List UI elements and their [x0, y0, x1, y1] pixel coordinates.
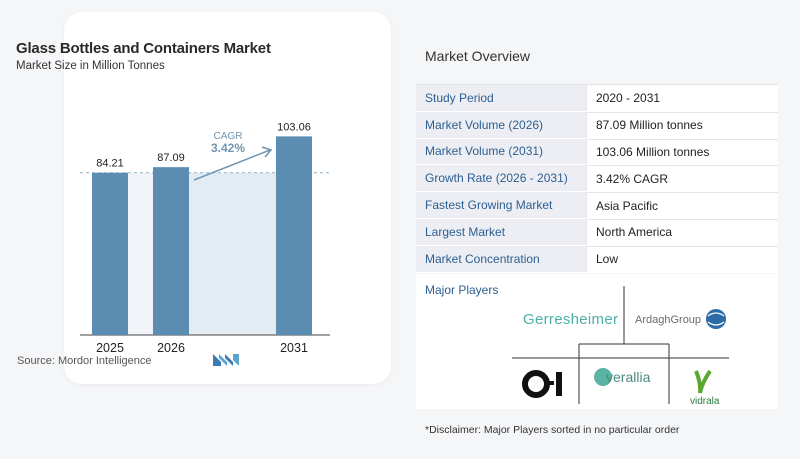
mordor-intelligence-logo-icon	[213, 354, 239, 366]
chart-subtitle: Market Size in Million Tonnes	[16, 60, 165, 72]
overview-key: Market Volume (2031)	[416, 138, 586, 165]
overview-row: Market Volume (2026) 87.09 Million tonnes	[416, 111, 778, 139]
cagr-value: 3.42%	[211, 141, 245, 155]
disclaimer-text: *Disclaimer: Major Players sorted in no …	[425, 424, 680, 436]
bar-2031	[276, 136, 312, 335]
ardagh-globe-icon	[706, 309, 726, 329]
overview-row: Market Volume (2031) 103.06 Million tonne…	[416, 138, 778, 166]
historic-area	[128, 172, 153, 335]
bar-2026	[153, 167, 189, 335]
overview-key: Study Period	[416, 85, 586, 111]
cagr-label: CAGR	[214, 131, 243, 142]
overview-key: Market Concentration	[416, 245, 586, 272]
vidrala-mark-icon	[694, 369, 712, 394]
overview-row: Fastest Growing Market Asia Pacific	[416, 192, 778, 219]
x-tick-label: 2026	[157, 341, 185, 355]
players-logo-grid: Gerresheimer ArdaghGroup verallia vidral…	[512, 286, 729, 407]
ardagh-logo: ArdaghGroup	[635, 314, 701, 326]
overview-value: Asia Pacific	[586, 192, 778, 218]
market-overview-title: Market Overview	[425, 48, 531, 64]
market-overview-table: Study Period 2020 - 2031 Market Volume (2…	[416, 84, 778, 273]
overview-key: Largest Market	[416, 218, 586, 245]
cagr-arrow-line	[193, 149, 271, 181]
overview-key: Fastest Growing Market	[416, 192, 586, 218]
chart-source: Source: Mordor Intelligence	[17, 355, 152, 367]
overview-value: North America	[586, 218, 778, 245]
overview-row: Growth Rate (2026 - 2031) 3.42% CAGR	[416, 165, 778, 193]
chart-title: Glass Bottles and Containers Market	[16, 40, 271, 57]
overview-row: Study Period 2020 - 2031	[416, 85, 778, 112]
verallia-logo: verallia	[606, 369, 651, 385]
gerresheimer-logo: Gerresheimer	[523, 311, 618, 328]
vidrala-logo: vidrala	[690, 396, 720, 407]
bar-value-label: 84.21	[96, 158, 124, 170]
projection-area	[189, 172, 276, 335]
cagr-arrowhead-icon	[261, 146, 273, 158]
overview-value: 87.09 Million tonnes	[586, 111, 778, 138]
x-tick-label: 2031	[280, 341, 308, 355]
x-tick-label: 2025	[96, 341, 124, 355]
overview-value: 103.06 Million tonnes	[586, 138, 778, 165]
overview-key: Market Volume (2026)	[416, 111, 586, 138]
bar-2025	[92, 172, 128, 335]
verallia-mark-icon	[594, 368, 612, 386]
major-players-panel: Major Players Gerresheimer ArdaghGroup v…	[416, 274, 778, 409]
major-players-label: Major Players	[425, 283, 499, 297]
bar-value-label: 87.09	[157, 152, 185, 164]
overview-value: 3.42% CAGR	[586, 165, 778, 192]
overview-value: Low	[586, 245, 778, 272]
oi-logo	[522, 370, 562, 398]
overview-row: Largest Market North America	[416, 218, 778, 246]
overview-value: 2020 - 2031	[586, 85, 778, 111]
overview-key: Growth Rate (2026 - 2031)	[416, 165, 586, 192]
overview-row: Market Concentration Low	[416, 245, 778, 273]
bar-value-label: 103.06	[277, 121, 311, 133]
